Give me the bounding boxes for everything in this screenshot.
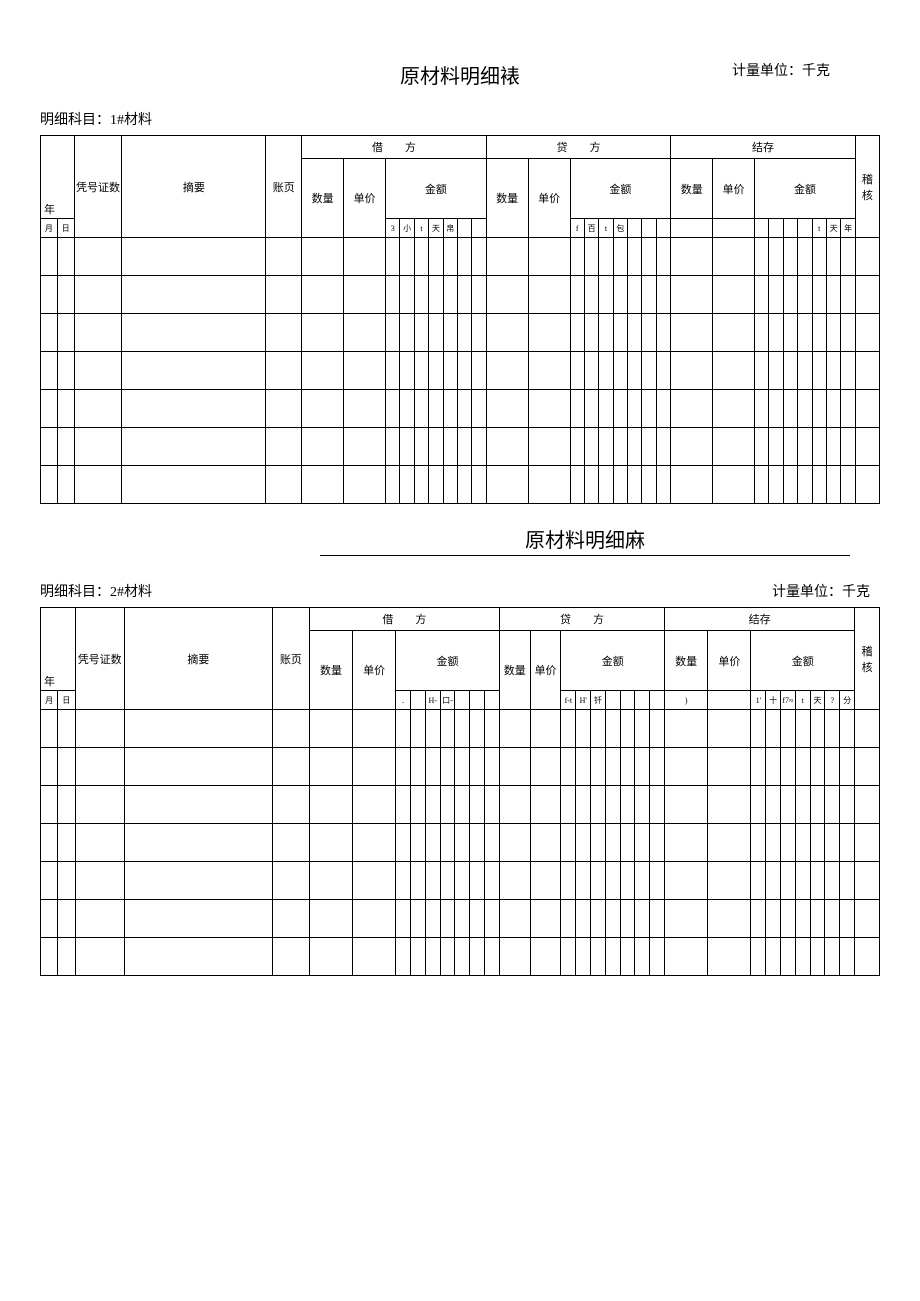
audit-header: 稽核 [855,136,879,238]
u-b-3: 年 [841,219,856,238]
u2-bb-2: 十 [766,691,781,710]
u2-c-2: H' [576,691,591,710]
summary-header: 摘要 [122,136,266,238]
table-row [41,748,880,786]
ledger-table-2: 年 凭号证数 摘要 账页 借 方 贷 方 结存 稽核 数量 单价 金额 数量 单… [40,607,880,976]
balance-qty-2: 数量 [665,631,708,691]
u-d-4: 天 [429,219,443,238]
debit-qty-2: 数量 [309,631,352,710]
debit-qty: 数量 [302,159,344,238]
u2-bb-3: f7≈ [781,691,796,710]
u2-bb-5: 天 [810,691,825,710]
debit-price-2: 单价 [353,631,396,710]
day-header: 日 [57,219,74,238]
u-c-4: 包 [613,219,627,238]
credit-qty-2: 数量 [499,631,530,710]
subject-2: 明细科目：2#材料 [40,581,152,601]
credit-amount-2: 金额 [561,631,665,691]
balance-price-2: 单价 [708,631,751,691]
table-row [41,238,880,276]
summary-header-2: 摘要 [124,608,272,710]
balance-header: 结存 [671,136,856,159]
table-row [41,314,880,352]
credit-qty: 数量 [486,159,528,238]
balance-amount: 金额 [755,159,856,219]
year-header: 年 [41,136,75,219]
debit-amount-2: 金额 [396,631,500,691]
balance-amount-2: 金额 [751,631,855,691]
voucher-header: 凭号证数 [74,136,122,238]
balance-qty: 数量 [671,159,713,219]
u2-bb-1: 1' [751,691,766,710]
table-row [41,862,880,900]
table-row [41,938,880,976]
table-row [41,710,880,748]
table-row [41,824,880,862]
table-row [41,352,880,390]
credit-header-2: 贷 方 [499,608,664,631]
table-row [41,276,880,314]
debit-price: 单价 [344,159,386,238]
u2-ba-1: ) [665,691,708,710]
u-d-1: 3 [386,219,400,238]
u-d-3: t [414,219,428,238]
u-d-2: 小 [400,219,414,238]
subject-1: 明细科目：1#材料 [40,109,152,129]
audit-header-2: 稽核 [855,608,880,710]
table-row [41,428,880,466]
month-header-2: 月 [41,691,58,710]
page-header: 账页 [266,136,302,238]
u-c-2: 百 [584,219,598,238]
credit-amount: 金额 [570,159,671,219]
table-row [41,786,880,824]
balance-price: 单价 [713,159,755,219]
day-header-2: 日 [58,691,75,710]
u2-c-1: f-t [561,691,576,710]
month-header: 月 [41,219,58,238]
table-row [41,390,880,428]
voucher-header-2: 凭号证数 [75,608,124,710]
debit-header: 借 方 [302,136,487,159]
year-header-2: 年 [41,608,76,691]
u2-bb-7: 分 [840,691,855,710]
credit-header: 贷 方 [486,136,671,159]
title-2: 原材料明细麻 [320,524,850,556]
u2-d-3: 口- [440,691,455,710]
debit-amount: 金额 [386,159,487,219]
debit-header-2: 借 方 [309,608,499,631]
table-row [41,466,880,504]
u2-d-2: H- [425,691,440,710]
credit-price-2: 单价 [530,631,561,710]
table-row [41,900,880,938]
ledger-table-1: 年 凭号证数 摘要 账页 借 方 贷 方 结存 稽核 数量 单价 金额 数量 单… [40,135,880,504]
credit-price: 单价 [528,159,570,238]
unit-label-2: 计量单位：千克 [772,581,870,601]
u-c-1: f [570,219,584,238]
u-d-5: 帛 [443,219,457,238]
u-b-1: t [812,219,826,238]
balance-header-2: 结存 [665,608,855,631]
u2-bb-4: t [795,691,810,710]
u-c-3: t [599,219,613,238]
page-header-2: 账页 [272,608,309,710]
u-b-2: 天 [826,219,840,238]
u2-d-1: . [396,691,411,710]
u2-c-3: 钎 [591,691,606,710]
u2-bb-6: ? [825,691,840,710]
